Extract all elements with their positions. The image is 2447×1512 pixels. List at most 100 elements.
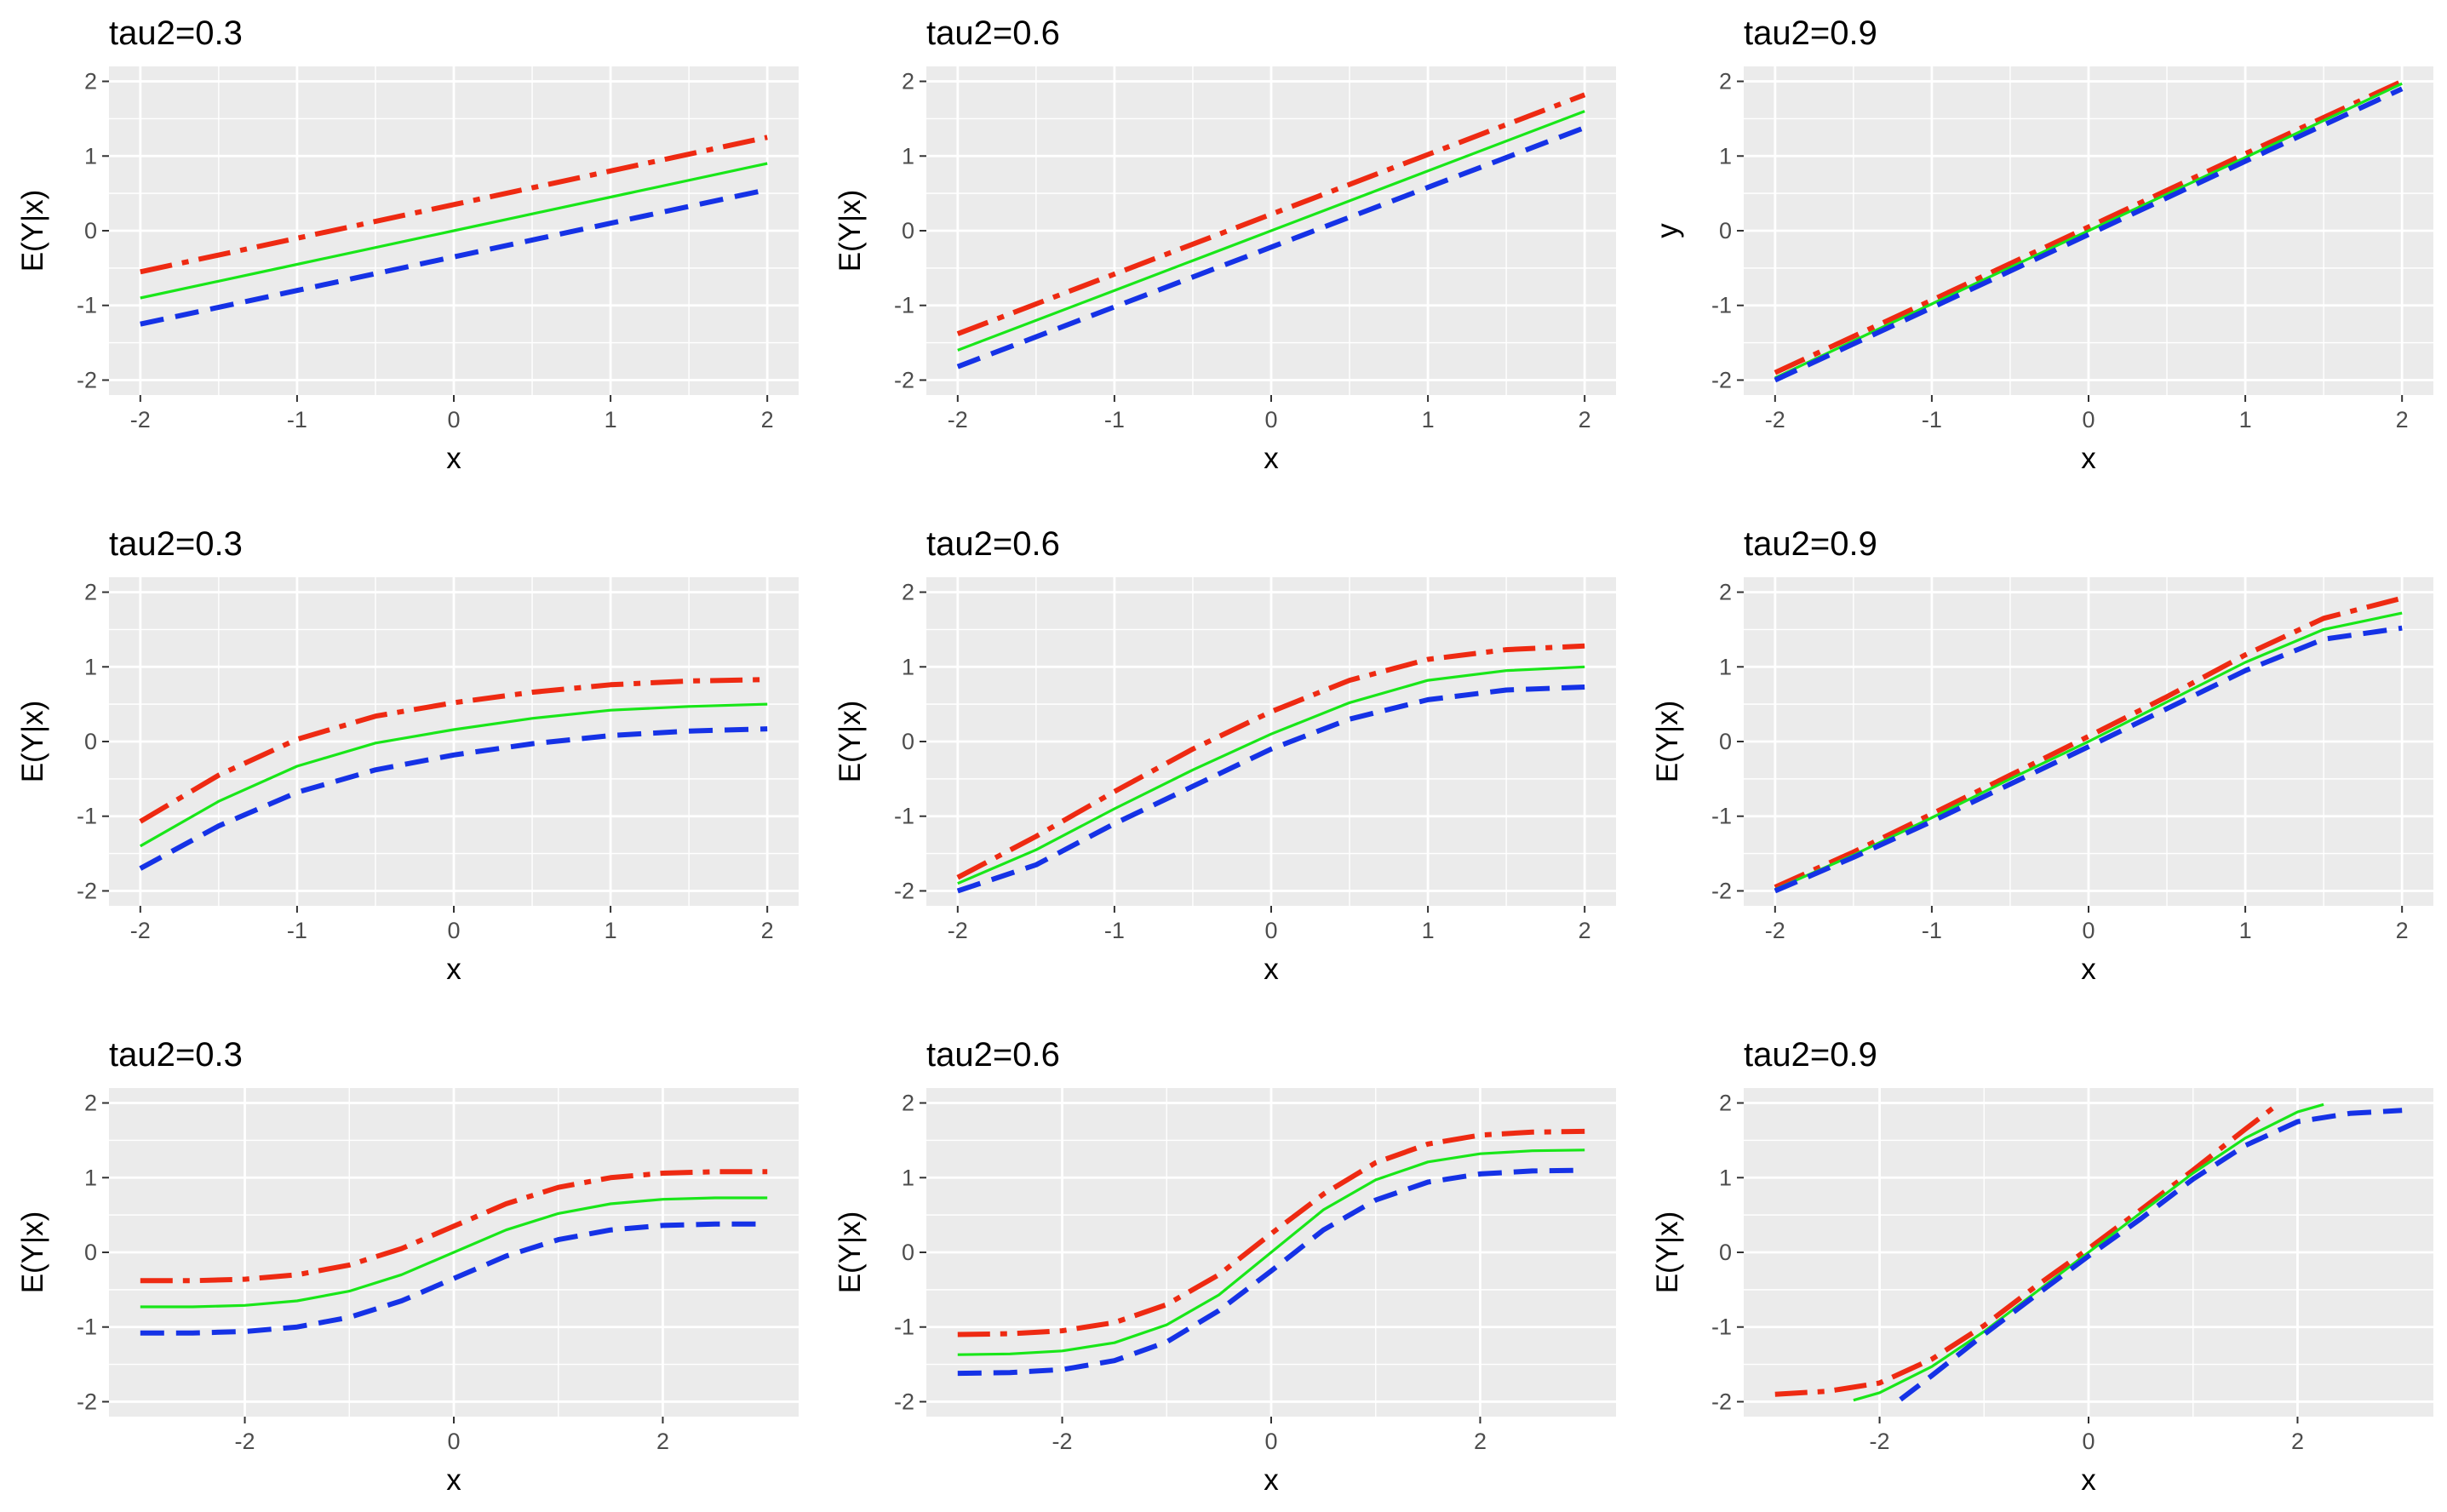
x-tick-label: 0 — [2082, 1429, 2095, 1454]
y-axis-label: E(Y|x) — [834, 1211, 867, 1294]
series-line-upper — [139, 677, 768, 824]
series-line-lower — [1899, 1108, 2403, 1402]
x-tick-label: -2 — [1765, 407, 1785, 432]
x-tick-label: -2 — [235, 1429, 255, 1454]
x-tick-label: 0 — [2082, 918, 2095, 943]
x-tick-label: -1 — [287, 407, 307, 432]
y-tick-label: 2 — [902, 1091, 914, 1116]
y-tick-label: 2 — [84, 1091, 97, 1116]
y-tick-label: 0 — [1719, 218, 1732, 243]
x-tick-label: 1 — [605, 407, 617, 432]
chart-title: tau2=0.9 — [1744, 14, 1877, 52]
x-tick-label: -2 — [948, 918, 968, 943]
x-tick-label: 2 — [2291, 1429, 2304, 1454]
y-tick-label: 1 — [1719, 1165, 1732, 1190]
series-line-mean — [140, 162, 768, 300]
series-line-lower — [956, 684, 1585, 894]
x-tick-label: 0 — [447, 407, 460, 432]
y-axis-label: E(Y|x) — [1651, 1211, 1684, 1294]
chart-title: tau2=0.3 — [109, 14, 243, 52]
x-axis-label: x — [2081, 953, 2096, 986]
y-tick-label: -1 — [894, 1314, 914, 1340]
y-tick-label: -1 — [77, 804, 97, 829]
series-line-upper — [957, 1128, 1585, 1337]
x-axis-label: x — [2081, 1463, 2096, 1497]
series-line-upper — [140, 1169, 768, 1284]
chart-panel-1: -2 -1 0 1 2 -2 -1 0 1 2 tau2=0.3 x E(Y|x) — [16, 14, 799, 475]
series-line-lower — [956, 125, 1586, 369]
x-axis-label: x — [446, 953, 461, 986]
x-axis-label: x — [446, 442, 461, 475]
x-tick-label: 0 — [1264, 918, 1277, 943]
y-tick-label: 1 — [902, 1165, 914, 1190]
x-tick-label: 2 — [761, 918, 774, 943]
y-tick-label: -2 — [77, 367, 97, 392]
x-tick-label: 1 — [605, 918, 617, 943]
y-tick-label: 1 — [84, 654, 97, 679]
y-axis-label: E(Y|x) — [834, 701, 867, 783]
y-axis-label: E(Y|x) — [16, 1211, 49, 1294]
y-tick-label: 1 — [1719, 654, 1732, 679]
y-tick-label: -1 — [77, 293, 97, 318]
y-axis-label: y — [1651, 223, 1684, 238]
chart-title: tau2=0.3 — [109, 1036, 243, 1074]
x-tick-label: -2 — [1870, 1429, 1890, 1454]
y-tick-label: 0 — [902, 218, 914, 243]
x-tick-label: -2 — [948, 407, 968, 432]
y-tick-label: 1 — [902, 654, 914, 679]
y-tick-label: 0 — [1719, 729, 1732, 754]
y-tick-label: 1 — [84, 1165, 97, 1190]
y-tick-label: -1 — [1711, 293, 1732, 318]
y-tick-label: -1 — [894, 293, 914, 318]
y-tick-label: -1 — [77, 1314, 97, 1340]
y-tick-label: -2 — [77, 878, 97, 903]
series-line-mean — [140, 1196, 768, 1309]
series-line-mean — [140, 702, 768, 848]
y-tick-label: 2 — [1719, 580, 1732, 605]
x-tick-label: 0 — [447, 918, 460, 943]
x-axis-label: x — [1264, 953, 1279, 986]
x-tick-label: -2 — [1052, 1429, 1073, 1454]
chart-panel-9: -2 -1 0 1 2 -2 0 2 tau2=0.9 x E(Y|x) — [1651, 1036, 2433, 1497]
series-line-mean — [1853, 1102, 2324, 1402]
x-axis-label: x — [446, 1463, 461, 1497]
y-tick-label: 2 — [902, 69, 914, 94]
x-tick-label: 2 — [1579, 918, 1591, 943]
y-tick-label: 2 — [1719, 69, 1732, 94]
x-tick-label: 2 — [1579, 407, 1591, 432]
y-tick-label: -2 — [77, 1389, 97, 1414]
x-tick-label: 0 — [1264, 407, 1277, 432]
series-line-upper — [1774, 78, 2404, 375]
series-line-lower — [140, 1221, 768, 1336]
series-line-mean — [957, 665, 1585, 885]
series-line-lower — [957, 1167, 1585, 1377]
x-tick-label: 0 — [447, 1429, 460, 1454]
y-tick-label: 2 — [84, 69, 97, 94]
y-tick-label: -2 — [1711, 1389, 1732, 1414]
y-axis-label: E(Y|x) — [16, 190, 49, 272]
series-line-lower — [139, 726, 768, 871]
y-tick-label: 0 — [84, 729, 97, 754]
x-axis-label: x — [1264, 1463, 1279, 1497]
y-tick-label: 1 — [1719, 143, 1732, 169]
y-tick-label: -2 — [1711, 878, 1732, 903]
y-tick-label: -1 — [1711, 1314, 1732, 1340]
series-line-lower — [1774, 86, 2404, 383]
chart-panel-7: -2 -1 0 1 2 -2 0 2 tau2=0.3 x E(Y|x) — [16, 1036, 799, 1497]
series-line-mean — [957, 110, 1585, 352]
y-tick-label: -2 — [894, 878, 914, 903]
x-tick-label: 2 — [656, 1429, 669, 1454]
chart-panel-5: -2 -1 0 1 2 -2 -1 0 1 2 tau2=0.6 x E(Y|x) — [834, 525, 1616, 986]
y-tick-label: 1 — [84, 143, 97, 169]
chart-panel-8: -2 -1 0 1 2 -2 0 2 tau2=0.6 x E(Y|x) — [834, 1036, 1616, 1497]
y-tick-label: 2 — [902, 580, 914, 605]
y-tick-label: 0 — [1719, 1240, 1732, 1265]
y-axis-label: E(Y|x) — [834, 190, 867, 272]
x-tick-label: -1 — [1104, 407, 1125, 432]
chart-panel-4: -2 -1 0 1 2 -2 -1 0 1 2 tau2=0.3 x E(Y|x) — [16, 525, 799, 986]
chart-title: tau2=0.6 — [926, 14, 1060, 52]
x-tick-label: -1 — [1104, 918, 1125, 943]
y-tick-label: 2 — [1719, 1091, 1732, 1116]
x-tick-label: 2 — [2396, 918, 2409, 943]
